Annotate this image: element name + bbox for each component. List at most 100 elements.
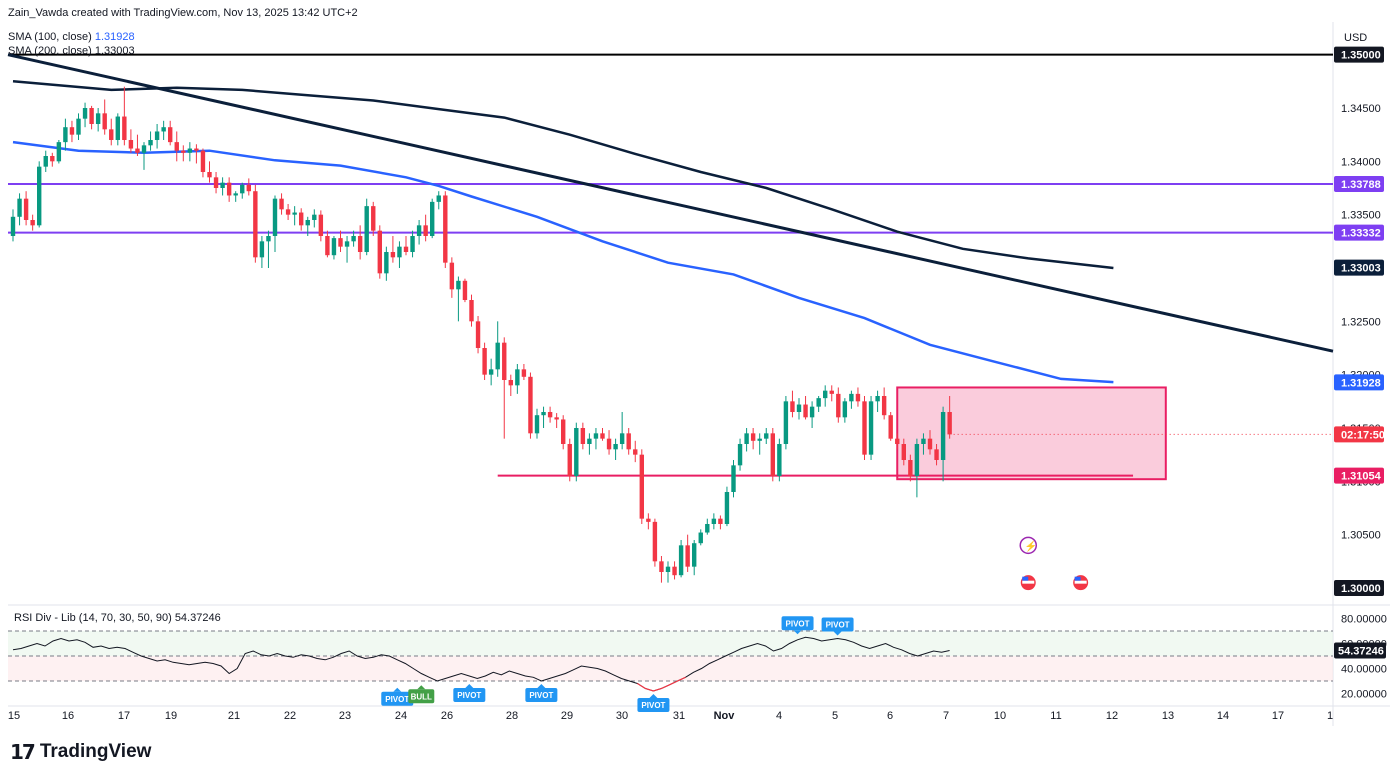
- candle-body: [764, 433, 769, 439]
- sma200-label: SMA (200, close): [8, 45, 92, 57]
- candle-body: [351, 236, 356, 242]
- candle-body: [174, 142, 179, 151]
- candle-body: [246, 184, 251, 192]
- candle-body: [672, 566, 677, 576]
- candle-body: [901, 444, 906, 460]
- candle-body: [908, 460, 913, 476]
- candle-body: [109, 129, 114, 140]
- candle-body: [272, 198, 278, 236]
- tradingview-logo[interactable]: 17 TradingView: [10, 740, 151, 764]
- candle-body: [253, 191, 258, 258]
- candle-body: [285, 209, 291, 215]
- rsi-tick-label: 20.00000: [1341, 689, 1387, 701]
- y-tick-label: 1.30500: [1341, 530, 1381, 542]
- candle-body: [331, 238, 337, 256]
- candle-body: [325, 236, 330, 256]
- price-label-box: [1334, 580, 1384, 596]
- flag-stripe: [1022, 580, 1035, 584]
- candle-body: [816, 398, 821, 407]
- candle-body: [305, 220, 310, 226]
- candle-body: [37, 166, 42, 226]
- currency-box: [1337, 27, 1385, 47]
- pivot-pointer: [833, 631, 842, 636]
- candle-body: [895, 438, 900, 444]
- pivot-pointer: [537, 684, 546, 688]
- candle-body: [868, 401, 874, 455]
- candle-body: [410, 236, 415, 252]
- candle-body: [475, 321, 481, 348]
- price-label: 1.33003: [1341, 263, 1381, 275]
- rsi-line: [12, 636, 950, 692]
- candle-body: [947, 412, 952, 435]
- sma100-legend[interactable]: SMA (100, close) 1.31928: [8, 31, 135, 43]
- price-label-box: [1334, 46, 1384, 63]
- candle-body: [338, 238, 343, 247]
- price-label: 1.31054: [1341, 471, 1382, 483]
- y-tick-label: 1.34000: [1341, 156, 1381, 168]
- candle-body: [796, 404, 802, 412]
- candle-body: [934, 449, 939, 460]
- candle-body: [312, 214, 317, 220]
- pivot-pointer: [793, 630, 802, 635]
- candle-body: [587, 438, 592, 444]
- x-tick-label: 4: [776, 710, 782, 722]
- price-label: 1.30000: [1341, 583, 1381, 595]
- candle-body: [502, 342, 507, 380]
- candle-body: [456, 280, 461, 290]
- price-label: 02:17:50: [1341, 429, 1385, 441]
- candle-body: [89, 108, 94, 124]
- pivot-pointer: [649, 694, 658, 698]
- x-tick-label: 16: [62, 710, 74, 722]
- candle-body: [862, 401, 867, 455]
- candle-body: [809, 406, 815, 418]
- candle-body: [705, 524, 710, 533]
- candle-body: [43, 156, 48, 167]
- pivot-pointer: [465, 684, 474, 688]
- candle-body: [357, 236, 363, 252]
- candle-body: [128, 140, 134, 149]
- price-label: 1.33788: [1341, 179, 1381, 191]
- candle-body: [829, 390, 834, 394]
- candle-body: [534, 415, 540, 434]
- candle-body: [600, 433, 605, 439]
- sma200-legend[interactable]: SMA (200, close) 1.33003: [8, 45, 135, 57]
- sma200-line: [12, 80, 1114, 270]
- candle-body: [521, 369, 527, 377]
- candle-body: [692, 543, 697, 567]
- candle-body: [737, 444, 743, 466]
- candle-body: [495, 342, 500, 370]
- price-label-box: [1334, 259, 1384, 276]
- x-tick-label: 31: [673, 710, 685, 722]
- x-tick-label: 30: [616, 710, 628, 722]
- pivot-label: PIVOT: [641, 701, 665, 710]
- candle-body: [371, 206, 376, 231]
- rsi-divergence-segment: [637, 676, 686, 692]
- candle-body: [240, 184, 245, 194]
- candle-body: [626, 433, 631, 450]
- candle-body: [724, 492, 730, 524]
- x-tick-label: 5: [832, 710, 838, 722]
- candle-body: [292, 212, 297, 215]
- sma100-line: [12, 140, 1114, 384]
- x-tick-label: 17: [118, 710, 130, 722]
- x-tick-label: 17: [1272, 710, 1284, 722]
- pivot-marker: [525, 688, 558, 702]
- candle-body: [259, 241, 265, 258]
- candle-body: [207, 172, 212, 178]
- x-tick-label: 7: [943, 710, 949, 722]
- candle-body: [757, 438, 762, 441]
- candle-body: [836, 393, 841, 418]
- candle-body: [187, 148, 193, 153]
- pivot-label: PIVOT: [826, 621, 850, 630]
- candle-body: [554, 417, 559, 420]
- candle-body: [403, 246, 409, 252]
- candle-body: [823, 390, 828, 399]
- price-label: 1.35000: [1341, 50, 1381, 62]
- candle-body: [181, 150, 186, 153]
- x-tick-label: Nov: [714, 710, 736, 722]
- x-tick-label: 1: [1327, 710, 1333, 722]
- rsi-legend[interactable]: RSI Div - Lib (14, 70, 30, 50, 90) 54.37…: [14, 612, 221, 624]
- candle-body: [200, 150, 206, 172]
- candle-body: [508, 380, 513, 386]
